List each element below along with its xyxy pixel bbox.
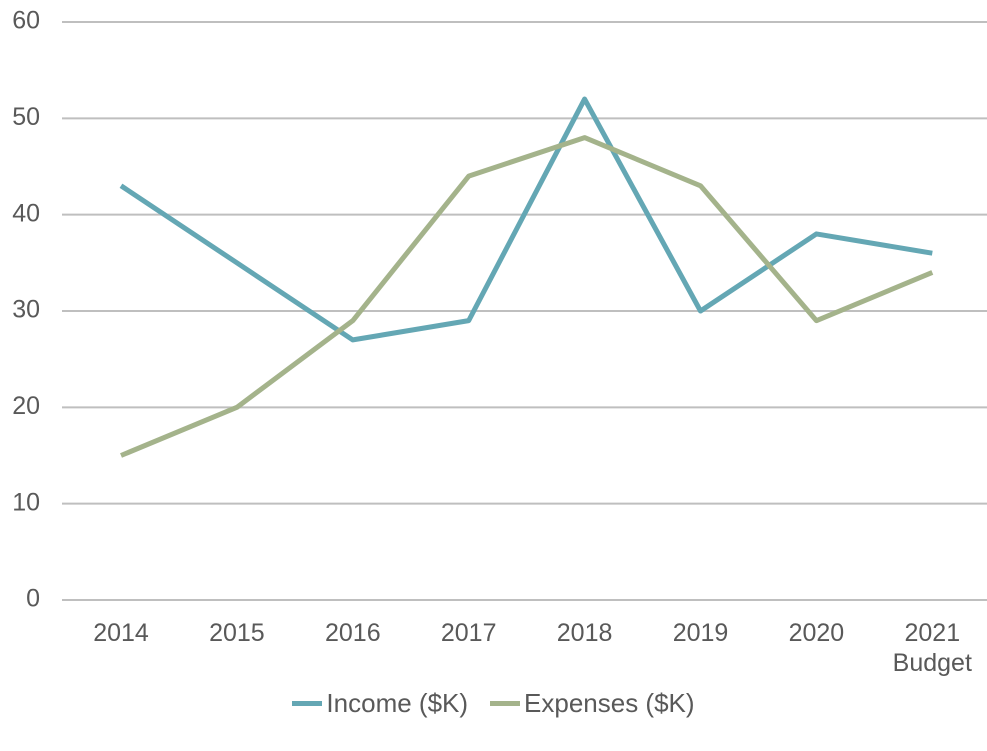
x-tick-label: 2019 — [672, 619, 729, 647]
legend-label: Expenses ($K) — [524, 688, 695, 718]
x-tick-label: 2015 — [209, 619, 265, 647]
y-tick-label: 10 — [12, 488, 40, 516]
y-tick-label: 40 — [12, 199, 40, 227]
x-tick-label: 2020 — [788, 619, 845, 647]
x-tick-label: 2018 — [556, 619, 613, 647]
legend-label: Income ($K) — [326, 688, 469, 718]
x-tick-label: 2017 — [440, 619, 497, 647]
x-tick-label: 2016 — [324, 619, 381, 647]
y-tick-label: 30 — [12, 296, 40, 324]
legend: Income ($K) Expenses ($K) — [0, 688, 987, 719]
series-line — [119, 96, 933, 343]
series-line — [120, 135, 934, 458]
y-tick-label: 0 — [26, 585, 40, 613]
legend-swatch — [292, 701, 323, 706]
y-tick-label: 20 — [12, 392, 40, 420]
legend-item: Expenses ($K) — [490, 688, 695, 719]
legend-swatch — [490, 701, 521, 706]
x-tick-label: 2021 Budget — [892, 619, 972, 677]
legend-item: Income ($K) — [292, 688, 468, 719]
x-tick-label: 2014 — [93, 619, 149, 647]
y-tick-label: 50 — [12, 103, 40, 131]
y-tick-label: 60 — [12, 7, 40, 35]
